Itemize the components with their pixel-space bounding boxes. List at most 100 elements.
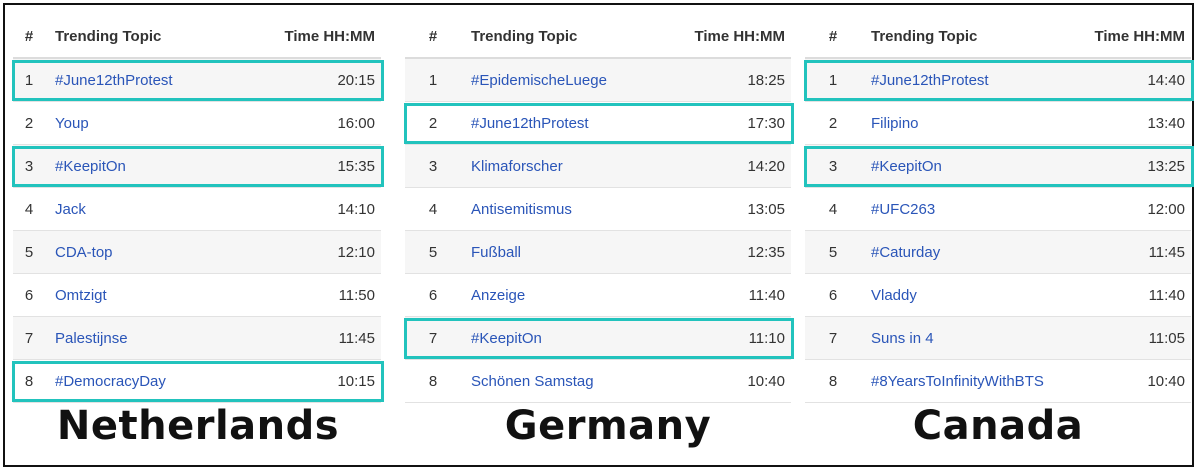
- table-row: 7 #KeepitOn 11:10: [404, 317, 794, 360]
- row-time: 14:20: [747, 157, 785, 175]
- table-row: 4 #UFC263 12:00: [805, 188, 1191, 231]
- topic-link[interactable]: #UFC263: [871, 200, 936, 218]
- table-row: 5 CDA-top 12:10: [13, 231, 381, 274]
- header-topic: Trending Topic: [471, 27, 578, 45]
- header-topic: Trending Topic: [871, 27, 978, 45]
- row-num: 5: [428, 243, 438, 261]
- row-num: 4: [24, 200, 34, 218]
- row-num: 8: [24, 372, 34, 390]
- table-row: 8 #8YearsToInfinityWithBTS 10:40: [805, 360, 1191, 403]
- topic-link[interactable]: Anzeige: [471, 286, 526, 304]
- trending-table-germany: # Trending Topic Time HH:MM 1 #Epidemisch…: [404, 15, 794, 403]
- topic-link[interactable]: #EpidemischeLuege: [471, 71, 607, 89]
- header-num: #: [828, 27, 838, 45]
- table-header: # Trending Topic Time HH:MM: [805, 15, 1191, 59]
- topic-link[interactable]: #KeepitOn: [55, 157, 126, 175]
- topic-link[interactable]: Omtzigt: [55, 286, 107, 304]
- row-time: 13:40: [1147, 114, 1185, 132]
- row-time: 11:40: [1148, 286, 1185, 304]
- topic-link[interactable]: #KeepitOn: [871, 157, 942, 175]
- row-num: 7: [828, 329, 838, 347]
- row-num: 6: [24, 286, 34, 304]
- table-row: 7 Palestijnse 11:45: [13, 317, 381, 360]
- country-label-canada: Canada: [912, 403, 1084, 449]
- table-row: 6 Omtzigt 11:50: [13, 274, 381, 317]
- row-num: 5: [24, 243, 34, 261]
- row-num: 4: [428, 200, 438, 218]
- table-row: 8 #DemocracyDay 10:15: [12, 360, 384, 403]
- row-num: 8: [828, 372, 838, 390]
- row-num: 6: [428, 286, 438, 304]
- header-topic: Trending Topic: [55, 27, 162, 45]
- row-time: 13:05: [747, 200, 785, 218]
- row-time: 11:45: [1148, 243, 1185, 261]
- row-num: 2: [428, 114, 438, 132]
- topic-link[interactable]: #Caturday: [871, 243, 941, 261]
- topic-link[interactable]: #KeepitOn: [471, 329, 542, 347]
- trending-table-canada: # Trending Topic Time HH:MM 1 #June12thPr…: [804, 15, 1194, 403]
- topic-link[interactable]: Antisemitismus: [471, 200, 572, 218]
- table-row: 4 Jack 14:10: [13, 188, 381, 231]
- header-num: #: [24, 27, 34, 45]
- row-time: 17:30: [747, 114, 785, 132]
- row-time: 16:00: [337, 114, 375, 132]
- table-row: 6 Anzeige 11:40: [405, 274, 791, 317]
- topic-link[interactable]: Fußball: [471, 243, 522, 261]
- row-time: 14:10: [337, 200, 375, 218]
- country-label-netherlands: Netherlands: [56, 403, 340, 449]
- table-header: # Trending Topic Time HH:MM: [13, 15, 381, 59]
- row-time: 10:40: [1147, 372, 1185, 390]
- row-num: 2: [828, 114, 838, 132]
- row-num: 1: [428, 71, 438, 89]
- row-time: 11:40: [748, 286, 785, 304]
- topic-link[interactable]: Klimaforscher: [471, 157, 563, 175]
- row-time: 10:15: [337, 372, 375, 390]
- topic-link[interactable]: Jack: [55, 200, 86, 218]
- topic-link[interactable]: Schönen Samstag: [471, 372, 594, 390]
- topic-link[interactable]: #June12thProtest: [471, 114, 589, 132]
- table-row: 1 #June12thProtest 14:40: [804, 59, 1194, 102]
- row-num: 2: [24, 114, 34, 132]
- table-row: 3 #KeepitOn 15:35: [12, 145, 384, 188]
- topic-link[interactable]: Suns in 4: [871, 329, 934, 347]
- topic-link[interactable]: CDA-top: [55, 243, 113, 261]
- row-num: 1: [828, 71, 838, 89]
- table-row: 7 Suns in 4 11:05: [805, 317, 1191, 360]
- topic-link[interactable]: Vladdy: [871, 286, 917, 304]
- table-row: 4 Antisemitismus 13:05: [405, 188, 791, 231]
- header-time: Time HH:MM: [694, 27, 785, 45]
- row-time: 12:00: [1147, 200, 1185, 218]
- row-time: 14:40: [1147, 71, 1185, 89]
- table-row: 2 Filipino 13:40: [805, 102, 1191, 145]
- row-time: 11:10: [748, 329, 785, 347]
- table-row: 8 Schönen Samstag 10:40: [405, 360, 791, 403]
- table-row: 3 #KeepitOn 13:25: [804, 145, 1194, 188]
- row-num: 5: [828, 243, 838, 261]
- table-row: 6 Vladdy 11:40: [805, 274, 1191, 317]
- figure-frame: # Trending Topic Time HH:MM 1 #June12thPr…: [3, 3, 1194, 467]
- row-num: 7: [24, 329, 34, 347]
- row-time: 18:25: [747, 71, 785, 89]
- row-time: 11:45: [338, 329, 375, 347]
- header-num: #: [428, 27, 438, 45]
- trending-table-netherlands: # Trending Topic Time HH:MM 1 #June12thPr…: [12, 15, 384, 403]
- topic-link[interactable]: Filipino: [871, 114, 919, 132]
- row-time: 10:40: [747, 372, 785, 390]
- row-time: 15:35: [337, 157, 375, 175]
- topic-link[interactable]: #8YearsToInfinityWithBTS: [871, 372, 1044, 390]
- row-num: 3: [828, 157, 838, 175]
- topic-link[interactable]: #DemocracyDay: [55, 372, 166, 390]
- topic-link[interactable]: Youp: [55, 114, 89, 132]
- table-header: # Trending Topic Time HH:MM: [405, 15, 791, 59]
- table-row: 1 #EpidemischeLuege 18:25: [405, 59, 791, 102]
- table-row: 3 Klimaforscher 14:20: [405, 145, 791, 188]
- topic-link[interactable]: #June12thProtest: [55, 71, 173, 89]
- header-time: Time HH:MM: [1094, 27, 1185, 45]
- row-num: 1: [24, 71, 34, 89]
- topic-link[interactable]: Palestijnse: [55, 329, 128, 347]
- table-row: 5 Fußball 12:35: [405, 231, 791, 274]
- row-num: 3: [428, 157, 438, 175]
- row-num: 3: [24, 157, 34, 175]
- topic-link[interactable]: #June12thProtest: [871, 71, 989, 89]
- row-time: 20:15: [337, 71, 375, 89]
